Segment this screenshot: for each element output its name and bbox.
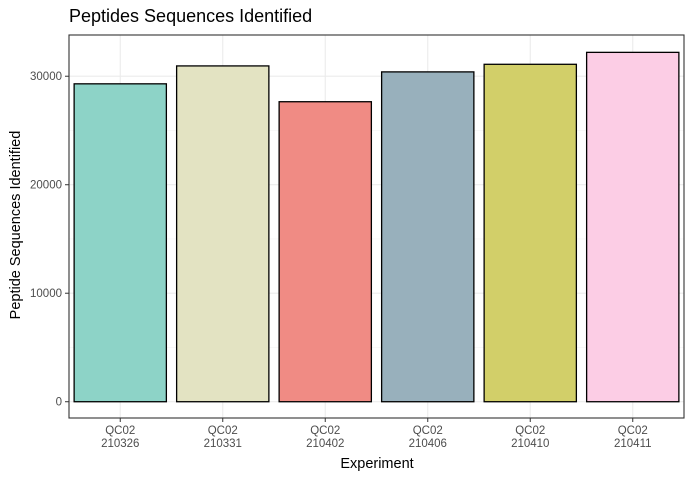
x-tick-label: QC02 210410 xyxy=(511,425,549,450)
y-tick-label: 10000 xyxy=(30,288,62,300)
y-axis: 0 10000 20000 30000 xyxy=(30,71,69,409)
bar xyxy=(585,51,680,403)
bar xyxy=(278,101,373,403)
bar xyxy=(483,63,578,403)
x-axis: QC02 210326 QC02 210331 QC02 210402 QC02 210406… xyxy=(101,418,652,450)
y-axis-title: Peptide Sequences Identified xyxy=(8,131,24,320)
y-tick-label: 0 xyxy=(56,397,62,409)
x-axis-title: Experiment xyxy=(340,456,413,472)
x-tick-label: QC02 210411 xyxy=(614,425,652,450)
plot-panel xyxy=(68,34,685,419)
bars xyxy=(73,51,680,403)
x-tick-label: QC02 210326 xyxy=(101,425,139,450)
x-tick-label: QC02 210331 xyxy=(204,425,242,450)
panel-background xyxy=(69,35,684,418)
bar xyxy=(73,83,168,403)
x-tick-label: QC02 210406 xyxy=(409,425,447,450)
x-tick-label: QC02 210402 xyxy=(306,425,344,450)
y-tick-label: 20000 xyxy=(30,180,62,192)
bar xyxy=(380,71,475,403)
chart-title: Peptides Sequences Identified xyxy=(69,6,312,26)
panel-border xyxy=(68,34,685,419)
y-tick-label: 30000 xyxy=(30,71,62,83)
bar xyxy=(175,65,270,403)
